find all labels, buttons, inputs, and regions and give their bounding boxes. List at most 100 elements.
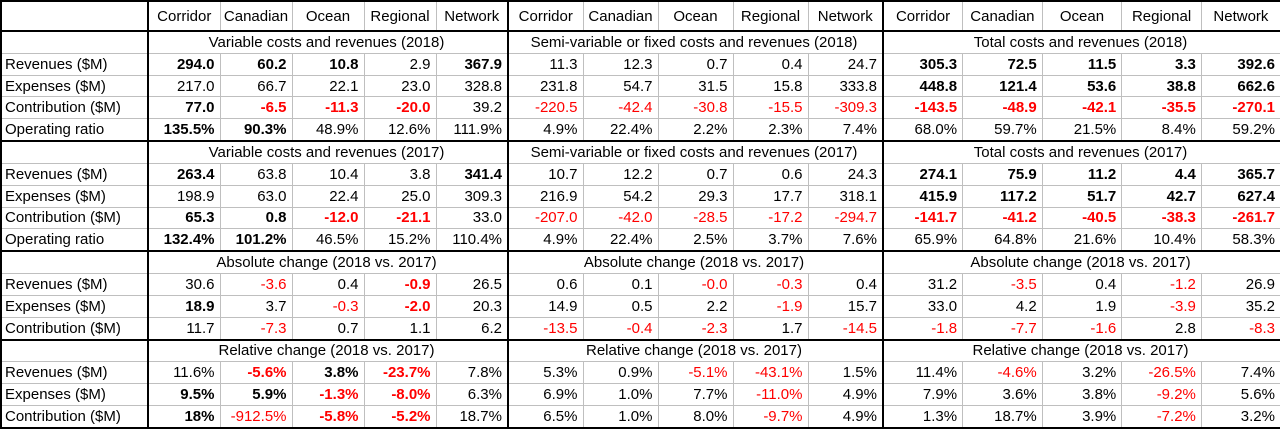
value-cell: 10.4: [291, 163, 365, 186]
value-cell: 0.7: [657, 52, 734, 76]
value-cell: -0.3: [291, 294, 365, 318]
value-cell: 1.3%: [882, 404, 964, 429]
row-label: Contribution ($M): [0, 96, 149, 120]
value-cell: -40.5: [1041, 206, 1123, 230]
value-cell: 18.7%: [962, 404, 1043, 429]
value-cell: -8.0%: [363, 383, 437, 406]
value-cell: -11.0%: [732, 383, 809, 406]
section-title: Absolute change (2018 vs. 2017): [882, 250, 1280, 275]
value-cell: 10.4%: [1121, 228, 1202, 252]
value-cell: 3.6%: [962, 383, 1043, 406]
value-cell: 54.7: [582, 74, 659, 98]
value-cell: -42.1: [1041, 96, 1123, 120]
value-cell: 7.8%: [435, 361, 509, 385]
row-label: Expenses ($M): [0, 184, 149, 208]
value-cell: 31.2: [882, 273, 964, 296]
value-cell: 0.6: [507, 273, 584, 296]
value-cell: 3.2%: [1041, 361, 1123, 385]
value-cell: 53.6: [1041, 74, 1123, 98]
value-cell: 30.6: [147, 273, 221, 296]
value-cell: -30.8: [657, 96, 734, 120]
value-cell: -207.0: [507, 206, 584, 230]
value-cell: -912.5%: [219, 404, 293, 429]
value-cell: 11.5: [1041, 52, 1123, 76]
column-header: Corridor: [147, 0, 221, 32]
row-label: Expenses ($M): [0, 294, 149, 318]
value-cell: 5.6%: [1200, 383, 1280, 406]
table-row: Operating ratio 132.4% 101.2% 46.5% 15.2% 110…: [0, 228, 1280, 252]
table-row: Revenues ($M) 263.4 63.8 10.4 3.8 341.4 10.7 12…: [0, 163, 1280, 186]
row-label: Revenues ($M): [0, 52, 149, 76]
value-cell: -294.7: [807, 206, 884, 230]
value-cell: 110.4%: [435, 228, 509, 252]
row-label: Revenues ($M): [0, 361, 149, 385]
value-cell: 309.3: [435, 184, 509, 208]
table-row: Revenues ($M) 30.6 -3.6 0.4 -0.9 26.5 0.6 0.1 -0…: [0, 273, 1280, 296]
value-cell: 68.0%: [882, 118, 964, 142]
section-title: Semi-variable or fixed costs and revenue…: [507, 29, 884, 54]
value-cell: -143.5: [882, 96, 964, 120]
value-cell: -0.0: [657, 273, 734, 296]
value-cell: -3.5: [962, 273, 1043, 296]
value-cell: -1.2: [1121, 273, 1202, 296]
value-cell: 54.2: [582, 184, 659, 208]
table-row: Operating ratio 135.5% 90.3% 48.9% 12.6% 111.…: [0, 118, 1280, 142]
value-cell: 7.4%: [807, 118, 884, 142]
value-cell: 21.6%: [1041, 228, 1123, 252]
value-cell: 1.5%: [807, 361, 884, 385]
value-cell: 231.8: [507, 74, 584, 98]
value-cell: -1.8: [882, 316, 964, 341]
value-cell: 11.3: [507, 52, 584, 76]
value-cell: 0.4: [732, 52, 809, 76]
value-cell: 2.2: [657, 294, 734, 318]
table-row: Contribution ($M) 11.7 -7.3 0.7 1.1 6.2 -13.5-…: [0, 316, 1280, 341]
table-row: Revenues ($M) 11.6% -5.6% 3.8% -23.7% 7.8% 5.3…: [0, 361, 1280, 385]
value-cell: 305.3: [882, 52, 964, 76]
value-cell: 341.4: [435, 163, 509, 186]
value-cell: -270.1: [1200, 96, 1280, 120]
value-cell: 48.9%: [291, 118, 365, 142]
value-cell: -1.9: [732, 294, 809, 318]
value-cell: 12.3: [582, 52, 659, 76]
section-title: Variable costs and revenues (2018): [147, 29, 509, 54]
value-cell: 0.8: [219, 206, 293, 230]
value-cell: 0.9%: [582, 361, 659, 385]
value-cell: 4.9%: [807, 383, 884, 406]
value-cell: 24.7: [807, 52, 884, 76]
value-cell: -0.3: [732, 273, 809, 296]
row-label: Contribution ($M): [0, 404, 149, 429]
value-cell: -0.9: [363, 273, 437, 296]
column-header-row: Corridor Canadian Ocean Regional Network Corr…: [0, 0, 1280, 32]
section-title-row: Variable costs and revenues (2017) Semi-v…: [0, 140, 1280, 165]
value-cell: 3.7: [219, 294, 293, 318]
value-cell: 35.2: [1200, 294, 1280, 318]
value-cell: 18.9: [147, 294, 221, 318]
value-cell: -12.0: [291, 206, 365, 230]
value-cell: -1.3%: [291, 383, 365, 406]
value-cell: -42.0: [582, 206, 659, 230]
value-cell: 4.9%: [507, 228, 584, 252]
value-cell: 101.2%: [219, 228, 293, 252]
section-title: Variable costs and revenues (2017): [147, 140, 509, 165]
value-cell: 38.8: [1121, 74, 1202, 98]
value-cell: 662.6: [1200, 74, 1280, 98]
value-cell: -0.4: [582, 316, 659, 341]
value-cell: 1.1: [363, 316, 437, 341]
value-cell: -5.8%: [291, 404, 365, 429]
section-title: Relative change (2018 vs. 2017): [882, 338, 1280, 363]
value-cell: 12.2: [582, 163, 659, 186]
column-header: Regional: [732, 0, 809, 32]
value-cell: 8.4%: [1121, 118, 1202, 142]
table-row: Expenses ($M) 198.9 63.0 22.4 25.0 309.3 216.9…: [0, 184, 1280, 208]
value-cell: 0.7: [657, 163, 734, 186]
row-label: Expenses ($M): [0, 383, 149, 406]
value-cell: -21.1: [363, 206, 437, 230]
column-header: Canadian: [582, 0, 659, 32]
value-cell: 42.7: [1121, 184, 1202, 208]
value-cell: 1.7: [732, 316, 809, 341]
row-label-empty: [0, 250, 149, 275]
value-cell: -3.6: [219, 273, 293, 296]
value-cell: 3.2%: [1200, 404, 1280, 429]
column-header: Network: [807, 0, 884, 32]
value-cell: 1.9: [1041, 294, 1123, 318]
